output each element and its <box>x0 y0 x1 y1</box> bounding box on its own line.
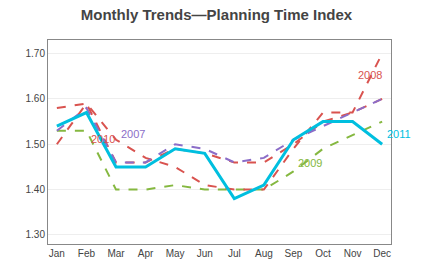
svg-text:Dec: Dec <box>373 248 391 259</box>
svg-text:Mar: Mar <box>107 248 125 259</box>
svg-text:1.30: 1.30 <box>26 229 46 240</box>
svg-text:Jul: Jul <box>228 248 241 259</box>
svg-text:2009: 2009 <box>298 157 322 169</box>
svg-text:Nov: Nov <box>344 248 362 259</box>
svg-text:May: May <box>166 248 185 259</box>
svg-text:2008: 2008 <box>358 69 382 81</box>
svg-text:1.50: 1.50 <box>26 139 46 150</box>
svg-text:1.40: 1.40 <box>26 184 46 195</box>
svg-text:Feb: Feb <box>78 248 96 259</box>
svg-text:Aug: Aug <box>255 248 273 259</box>
svg-text:Jun: Jun <box>197 248 213 259</box>
svg-text:2010: 2010 <box>91 133 115 145</box>
svg-text:2007: 2007 <box>121 128 145 140</box>
svg-text:Jan: Jan <box>49 248 65 259</box>
svg-text:2011: 2011 <box>387 128 411 140</box>
svg-text:Oct: Oct <box>315 248 331 259</box>
svg-text:Apr: Apr <box>138 248 154 259</box>
svg-text:Monthly Trends—Planning Time I: Monthly Trends—Planning Time Index <box>81 6 353 23</box>
svg-text:1.70: 1.70 <box>26 48 46 59</box>
svg-text:Sep: Sep <box>285 248 303 259</box>
svg-text:1.60: 1.60 <box>26 93 46 104</box>
